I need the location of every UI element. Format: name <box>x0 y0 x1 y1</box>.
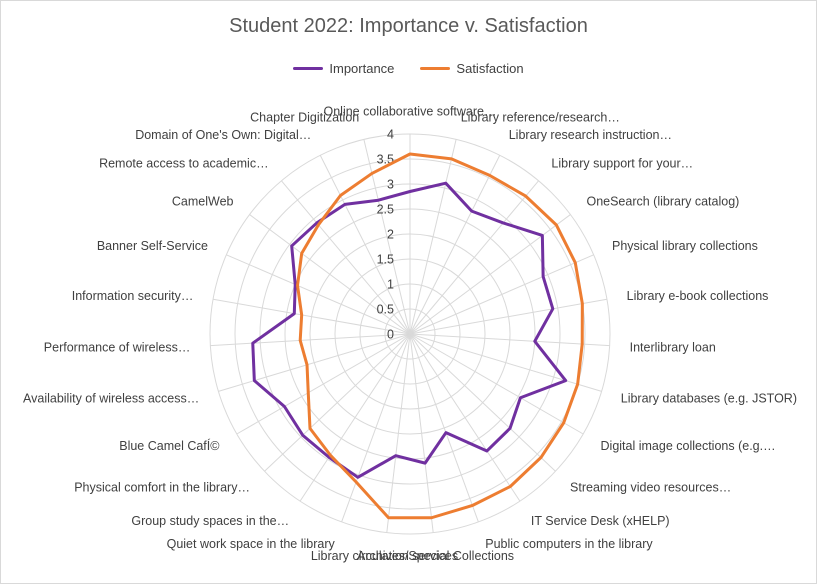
category-label: Physical comfort in the library… <box>74 481 250 495</box>
category-label: Information security… <box>72 289 194 303</box>
category-label: Blue Camel CafÍ© <box>119 438 220 453</box>
legend: Importance Satisfaction <box>1 61 816 76</box>
radar-spoke <box>319 155 411 335</box>
radar-spoke <box>218 333 411 392</box>
radar-spoke <box>210 333 411 347</box>
radar-spoke <box>409 333 556 472</box>
category-label: IT Service Desk (xHELP) <box>531 514 670 528</box>
tick-label: 4 <box>387 128 394 142</box>
category-label: Public computers in the library <box>485 537 653 551</box>
radar-spoke <box>409 214 571 335</box>
radar-spoke <box>299 333 411 502</box>
tick-label: 0.5 <box>377 303 394 317</box>
radar-spoke <box>409 298 608 335</box>
radar-spoke <box>409 155 501 335</box>
radar-spoke <box>409 333 610 347</box>
radar-spoke <box>363 139 411 335</box>
radar-spoke <box>409 333 584 435</box>
radar-spoke <box>409 333 521 502</box>
category-label: Banner Self-Service <box>97 239 208 253</box>
radar-spoke <box>236 333 411 435</box>
legend-label-importance: Importance <box>329 61 395 76</box>
category-label: Availability of wireless access… <box>23 391 199 405</box>
tick-label: 2.5 <box>377 203 394 217</box>
series-line-satisfaction <box>296 152 584 520</box>
category-label: Physical library collections <box>612 239 758 253</box>
category-label: Interlibrary loan <box>630 340 716 354</box>
legend-label-satisfaction: Satisfaction <box>456 61 524 76</box>
category-label: OneSearch (library catalog) <box>586 194 739 208</box>
category-label: Online collaborative software… <box>324 105 497 119</box>
category-label: Remote access to academic… <box>99 157 269 171</box>
legend-swatch-importance <box>293 67 324 70</box>
legend-item-importance: Importance <box>293 61 394 76</box>
category-label: Archives/Special Collections <box>357 549 514 563</box>
legend-item-satisfaction: Satisfaction <box>420 61 524 76</box>
category-label: Library circulation services <box>311 549 458 563</box>
category-label: Group study spaces in the… <box>131 514 289 528</box>
radar-spoke <box>249 214 411 335</box>
category-label: Library databases (e.g. JSTOR) <box>621 391 797 405</box>
tick-label: 1 <box>387 278 394 292</box>
radar-spoke <box>409 333 602 392</box>
category-label: Library research instruction… <box>509 128 672 142</box>
radar-spoke <box>409 333 479 523</box>
category-label: Quiet work space in the library <box>167 537 336 551</box>
category-label: Digital image collections (e.g.… <box>601 439 776 453</box>
chart-title: Student 2022: Importance v. Satisfaction <box>229 15 588 37</box>
category-label: Domain of One's Own: Digital… <box>135 128 311 142</box>
radar-spoke <box>409 139 457 335</box>
category-label: Performance of wireless… <box>44 340 191 354</box>
tick-label: 0 <box>387 328 394 342</box>
radar-spoke <box>409 254 594 335</box>
category-label: Streaming video resources… <box>570 481 731 495</box>
series-line-importance <box>251 181 568 479</box>
tick-label: 1.5 <box>377 253 394 267</box>
legend-swatch-satisfaction <box>420 67 451 70</box>
tick-label: 2 <box>387 228 394 242</box>
radar-spoke <box>341 333 411 523</box>
category-label: Library reference/research… <box>461 111 620 125</box>
category-label: Library support for your… <box>551 157 693 171</box>
category-label: Library e-book collections <box>627 289 769 303</box>
radar-spoke <box>386 333 411 533</box>
radar-spoke <box>264 333 411 472</box>
radar-spoke <box>212 298 411 335</box>
radar-spoke <box>409 333 434 533</box>
radar-spoke <box>409 180 539 335</box>
tick-label: 3 <box>387 178 394 192</box>
radar-spoke <box>226 254 411 335</box>
category-label: CamelWeb <box>172 194 234 208</box>
category-label: Chapter Digitization <box>250 111 359 125</box>
radar-spoke <box>281 180 411 335</box>
